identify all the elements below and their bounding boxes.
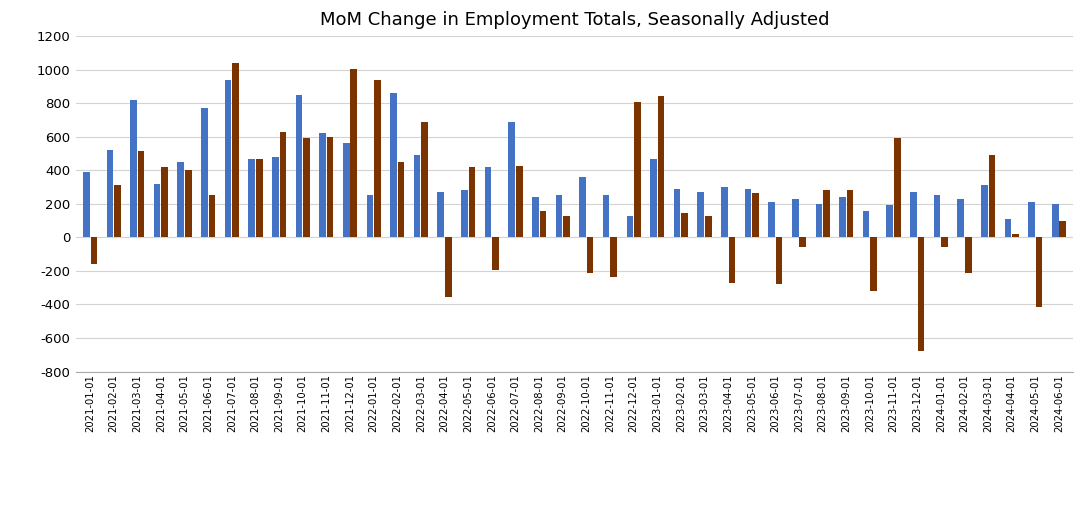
Bar <box>130 100 137 237</box>
Bar <box>422 122 428 237</box>
Bar <box>438 192 444 237</box>
Bar <box>485 167 491 237</box>
Bar <box>374 79 380 237</box>
Bar <box>776 237 783 284</box>
Bar <box>272 157 279 237</box>
Bar <box>540 212 546 237</box>
Bar <box>839 197 846 237</box>
Bar <box>414 155 421 237</box>
Bar <box>185 170 192 237</box>
Bar <box>248 158 255 237</box>
Bar <box>256 159 262 237</box>
Bar <box>209 195 216 237</box>
Bar <box>721 187 727 237</box>
Bar <box>918 237 925 351</box>
Bar <box>83 172 90 237</box>
Bar <box>870 237 877 291</box>
Bar <box>296 95 302 237</box>
Bar <box>343 143 349 237</box>
Title: MoM Change in Employment Totals, Seasonally Adjusted: MoM Change in Employment Totals, Seasona… <box>320 11 829 29</box>
Bar <box>446 237 452 297</box>
Bar <box>658 95 664 237</box>
Bar <box>178 162 184 237</box>
Bar <box>390 93 397 237</box>
Bar <box>586 237 593 272</box>
Bar <box>327 137 334 237</box>
Bar <box>800 237 806 247</box>
Bar <box>911 192 917 237</box>
Bar <box>823 190 829 237</box>
Bar <box>1051 204 1058 237</box>
Bar <box>366 196 373 237</box>
Bar <box>989 155 995 237</box>
Bar <box>634 102 641 237</box>
Bar <box>508 122 515 237</box>
Bar <box>705 216 711 237</box>
Bar <box>965 237 971 273</box>
Bar <box>106 150 113 237</box>
Bar <box>280 132 286 237</box>
Bar <box>697 192 704 237</box>
Bar <box>398 162 404 237</box>
Bar <box>202 108 208 237</box>
Bar <box>745 189 751 237</box>
Bar <box>304 138 310 237</box>
Bar <box>894 138 901 237</box>
Bar <box>1059 221 1066 237</box>
Bar <box>847 189 853 237</box>
Bar <box>320 133 326 237</box>
Bar <box>674 189 681 237</box>
Bar <box>769 202 775 237</box>
Bar <box>627 216 633 237</box>
Bar <box>957 199 964 237</box>
Bar <box>492 237 499 270</box>
Bar <box>138 151 144 237</box>
Bar <box>532 197 539 237</box>
Bar <box>1005 219 1011 237</box>
Bar <box>1012 234 1019 237</box>
Bar <box>162 167 168 237</box>
Bar <box>933 196 940 237</box>
Bar <box>752 193 759 237</box>
Bar <box>1036 237 1043 307</box>
Bar <box>863 211 869 237</box>
Bar <box>154 184 160 237</box>
Bar <box>350 69 357 237</box>
Bar <box>579 177 585 237</box>
Bar <box>564 216 570 237</box>
Bar <box>516 166 522 237</box>
Bar <box>1029 202 1035 237</box>
Bar <box>461 190 467 237</box>
Bar <box>603 196 609 237</box>
Bar <box>815 204 822 237</box>
Bar <box>981 185 988 237</box>
Bar <box>114 185 120 237</box>
Bar <box>792 199 799 237</box>
Bar <box>610 237 617 277</box>
Bar <box>682 213 688 237</box>
Bar <box>941 237 947 247</box>
Bar <box>728 237 735 283</box>
Bar <box>232 63 238 237</box>
Bar <box>887 205 893 237</box>
Bar <box>556 196 563 237</box>
Bar <box>650 158 657 237</box>
Bar <box>224 79 231 237</box>
Bar <box>468 167 475 237</box>
Bar <box>91 237 98 264</box>
